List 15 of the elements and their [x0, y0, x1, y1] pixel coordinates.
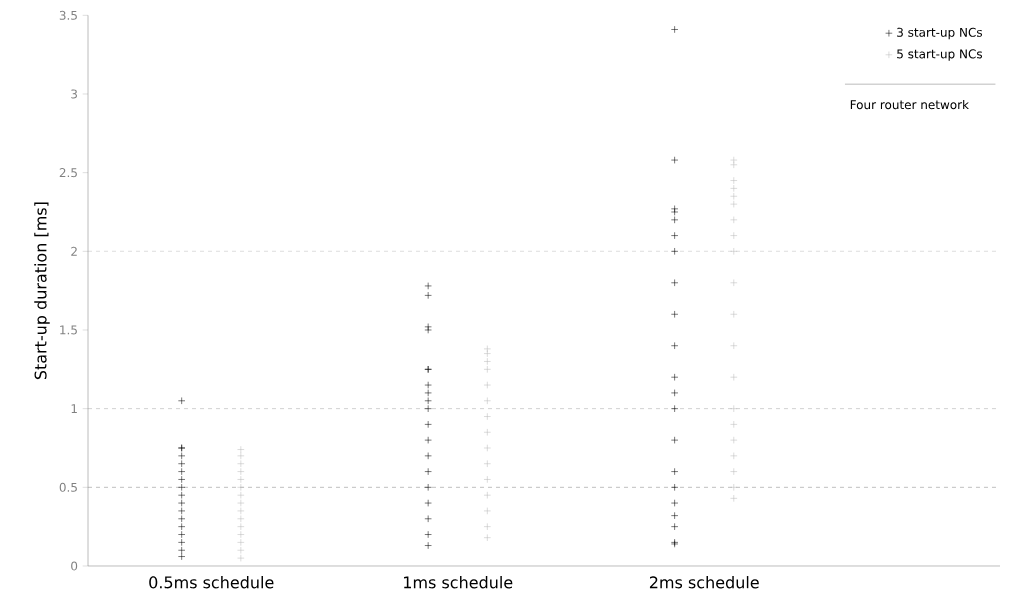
- x-tick-label: 0.5ms schedule: [149, 576, 274, 589]
- y-tick-label: 2.5: [59, 168, 77, 178]
- y-axis-title: Start-up duration [ms]: [34, 202, 50, 380]
- x-tick-label: 1ms schedule: [404, 576, 513, 589]
- y-tick-label: 2: [71, 246, 77, 256]
- annotation: Four router network: [850, 99, 969, 110]
- y-tick-label: 1: [71, 404, 77, 414]
- y-tick-label: 3: [71, 89, 77, 99]
- y-tick-label: 3.5: [59, 10, 77, 20]
- legend-label: 3 start-up NCs: [897, 27, 983, 40]
- y-tick-label: 0: [71, 561, 78, 571]
- x-tick-label: 2ms schedule: [649, 576, 759, 589]
- y-tick-label: 1.5: [60, 325, 77, 335]
- legend-label: 5 start-up NCs: [897, 49, 983, 61]
- y-tick-label: 0.5: [59, 482, 77, 492]
